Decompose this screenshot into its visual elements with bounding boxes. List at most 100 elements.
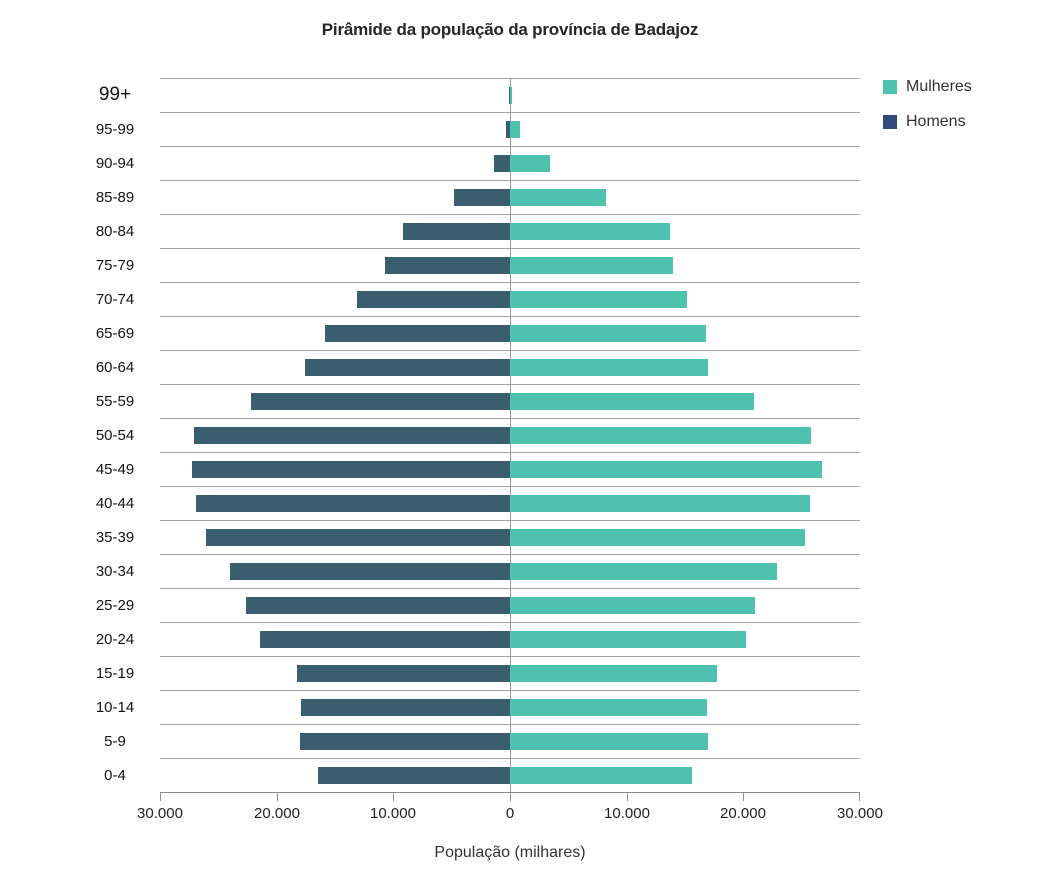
homens-bar[interactable]: [301, 699, 510, 716]
mulheres-bar[interactable]: [510, 291, 688, 308]
x-axis-tick-label: 10.000: [604, 805, 650, 822]
mulheres-bar[interactable]: [510, 767, 692, 784]
pyramid-row: [160, 622, 860, 656]
x-axis-title: População (milhares): [434, 844, 586, 861]
homens-bar[interactable]: [300, 733, 510, 750]
mulheres-bar[interactable]: [510, 597, 755, 614]
pyramid-row: [160, 282, 860, 316]
legend-item-homens[interactable]: Homens: [883, 113, 972, 131]
mulheres-bar[interactable]: [510, 189, 606, 206]
x-axis-tick-label: 30.000: [137, 805, 183, 822]
y-axis-label: 60-64: [95, 358, 135, 376]
mulheres-bar[interactable]: [510, 155, 550, 172]
pyramid-row: [160, 520, 860, 554]
pyramid-row: [160, 146, 860, 180]
homens-bar[interactable]: [317, 767, 510, 784]
pyramid-row: [160, 724, 860, 758]
legend: Mulheres Homens: [883, 78, 972, 148]
mulheres-bar[interactable]: [510, 495, 810, 512]
mulheres-bar[interactable]: [510, 427, 811, 444]
pyramid-row: [160, 418, 860, 452]
pyramid-row: [160, 180, 860, 214]
mulheres-bar[interactable]: [510, 665, 717, 682]
x-axis-tick: [510, 792, 511, 801]
mulheres-bar[interactable]: [510, 257, 674, 274]
homens-bar[interactable]: [493, 155, 510, 172]
mulheres-bar[interactable]: [510, 87, 513, 104]
mulheres-bar[interactable]: [510, 699, 708, 716]
y-axis-label: 85-89: [95, 188, 135, 206]
y-axis-label: 55-59: [95, 392, 135, 410]
homens-bar[interactable]: [230, 563, 510, 580]
pyramid-row: [160, 588, 860, 622]
homens-bar[interactable]: [402, 223, 510, 240]
homens-swatch-icon: [883, 115, 897, 129]
homens-bar[interactable]: [251, 393, 510, 410]
homens-bar[interactable]: [193, 427, 510, 444]
pyramid-row: [160, 316, 860, 350]
pyramid-rows: [160, 78, 860, 792]
x-axis-tick: [160, 792, 161, 801]
pyramid-row: [160, 758, 860, 792]
homens-bar[interactable]: [205, 529, 510, 546]
homens-bar[interactable]: [296, 665, 510, 682]
pyramid-row: [160, 78, 860, 112]
homens-bar[interactable]: [454, 189, 510, 206]
x-axis-tick: [859, 792, 860, 801]
y-axis-label: 5-9: [104, 732, 126, 750]
pyramid-row: [160, 248, 860, 282]
homens-bar[interactable]: [509, 87, 510, 104]
x-axis-tick-label: 20.000: [720, 805, 766, 822]
y-axis-label: 45-49: [95, 460, 135, 478]
x-axis-tick: [627, 792, 628, 801]
pyramid-row: [160, 112, 860, 146]
mulheres-bar[interactable]: [510, 461, 822, 478]
chart-title: Pirâmide da população da província de Ba…: [321, 20, 699, 39]
mulheres-swatch-icon: [883, 80, 897, 94]
x-axis-tick: [393, 792, 394, 801]
y-axis-label: 0-4: [104, 766, 126, 784]
mulheres-bar[interactable]: [510, 121, 520, 138]
y-axis-label: 75-79: [95, 256, 135, 274]
y-axis-label: 65-69: [95, 324, 135, 342]
x-axis-tick-label: 30.000: [837, 805, 883, 822]
homens-bar[interactable]: [357, 291, 510, 308]
y-axis-label: 90-94: [95, 154, 135, 172]
y-axis-label: 10-14: [95, 698, 135, 716]
y-axis-label: 15-19: [95, 664, 135, 682]
x-axis-tick-label: 20.000: [254, 805, 300, 822]
mulheres-bar[interactable]: [510, 359, 709, 376]
mulheres-bar[interactable]: [510, 529, 806, 546]
pyramid-row: [160, 350, 860, 384]
y-axis-label: 95-99: [95, 120, 135, 138]
mulheres-bar[interactable]: [510, 563, 778, 580]
legend-item-mulheres[interactable]: Mulheres: [883, 78, 972, 96]
y-axis-label: 80-84: [95, 222, 135, 240]
homens-bar[interactable]: [304, 359, 510, 376]
y-axis-label: 40-44: [95, 494, 135, 512]
plot-area: 30.000 20.000 10.000 0 10.000 20.000 30.000 Po…: [137, 78, 883, 861]
mulheres-bar[interactable]: [510, 631, 746, 648]
pyramid-row: [160, 384, 860, 418]
mulheres-bar[interactable]: [510, 393, 754, 410]
y-axis-labels: 99+ 95-99 90-94 85-89 80-84 75-79 70-74 65-69 60…: [72, 78, 158, 792]
homens-bar[interactable]: [246, 597, 510, 614]
homens-bar[interactable]: [385, 257, 510, 274]
y-axis-label: 50-54: [95, 426, 135, 444]
homens-bar[interactable]: [191, 461, 510, 478]
legend-label-mulheres: Mulheres: [906, 78, 972, 95]
mulheres-bar[interactable]: [510, 223, 670, 240]
homens-bar[interactable]: [324, 325, 510, 342]
mulheres-bar[interactable]: [510, 325, 706, 342]
y-axis-label: 35-39: [95, 528, 135, 546]
x-axis-tick-label: 10.000: [370, 805, 416, 822]
x-axis-tick: [277, 792, 278, 801]
mulheres-bar[interactable]: [510, 733, 709, 750]
homens-bar[interactable]: [260, 631, 510, 648]
homens-bar[interactable]: [505, 121, 510, 138]
x-axis-tick: [743, 792, 744, 801]
pyramid-row: [160, 690, 860, 724]
y-axis-label: 99+: [98, 84, 132, 105]
homens-bar[interactable]: [196, 495, 510, 512]
